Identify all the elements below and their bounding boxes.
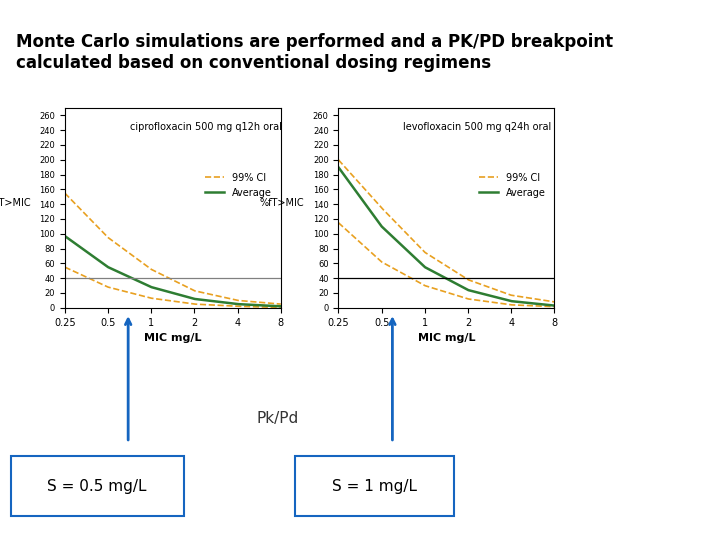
FancyBboxPatch shape (11, 456, 184, 516)
Text: ciprofloxacin 500 mg q12h oral: ciprofloxacin 500 mg q12h oral (130, 122, 282, 132)
X-axis label: MIC mg/L: MIC mg/L (144, 333, 202, 343)
FancyBboxPatch shape (295, 456, 454, 516)
Legend: 99% CI, Average: 99% CI, Average (474, 169, 549, 201)
Text: Monte Carlo simulations are performed and a PK/PD breakpoint
calculated based on: Monte Carlo simulations are performed an… (16, 33, 613, 72)
Text: Pk/Pd: Pk/Pd (256, 411, 298, 426)
X-axis label: MIC mg/L: MIC mg/L (418, 333, 475, 343)
Text: levofloxacin 500 mg q24h oral: levofloxacin 500 mg q24h oral (403, 122, 552, 132)
Text: S = 0.5 mg/L: S = 0.5 mg/L (48, 478, 147, 494)
Y-axis label: %fT>MIC: %fT>MIC (260, 198, 305, 208)
Legend: 99% CI, Average: 99% CI, Average (201, 169, 276, 201)
Text: S = 1 mg/L: S = 1 mg/L (332, 478, 417, 494)
Y-axis label: %fT>MIC: %fT>MIC (0, 198, 31, 208)
